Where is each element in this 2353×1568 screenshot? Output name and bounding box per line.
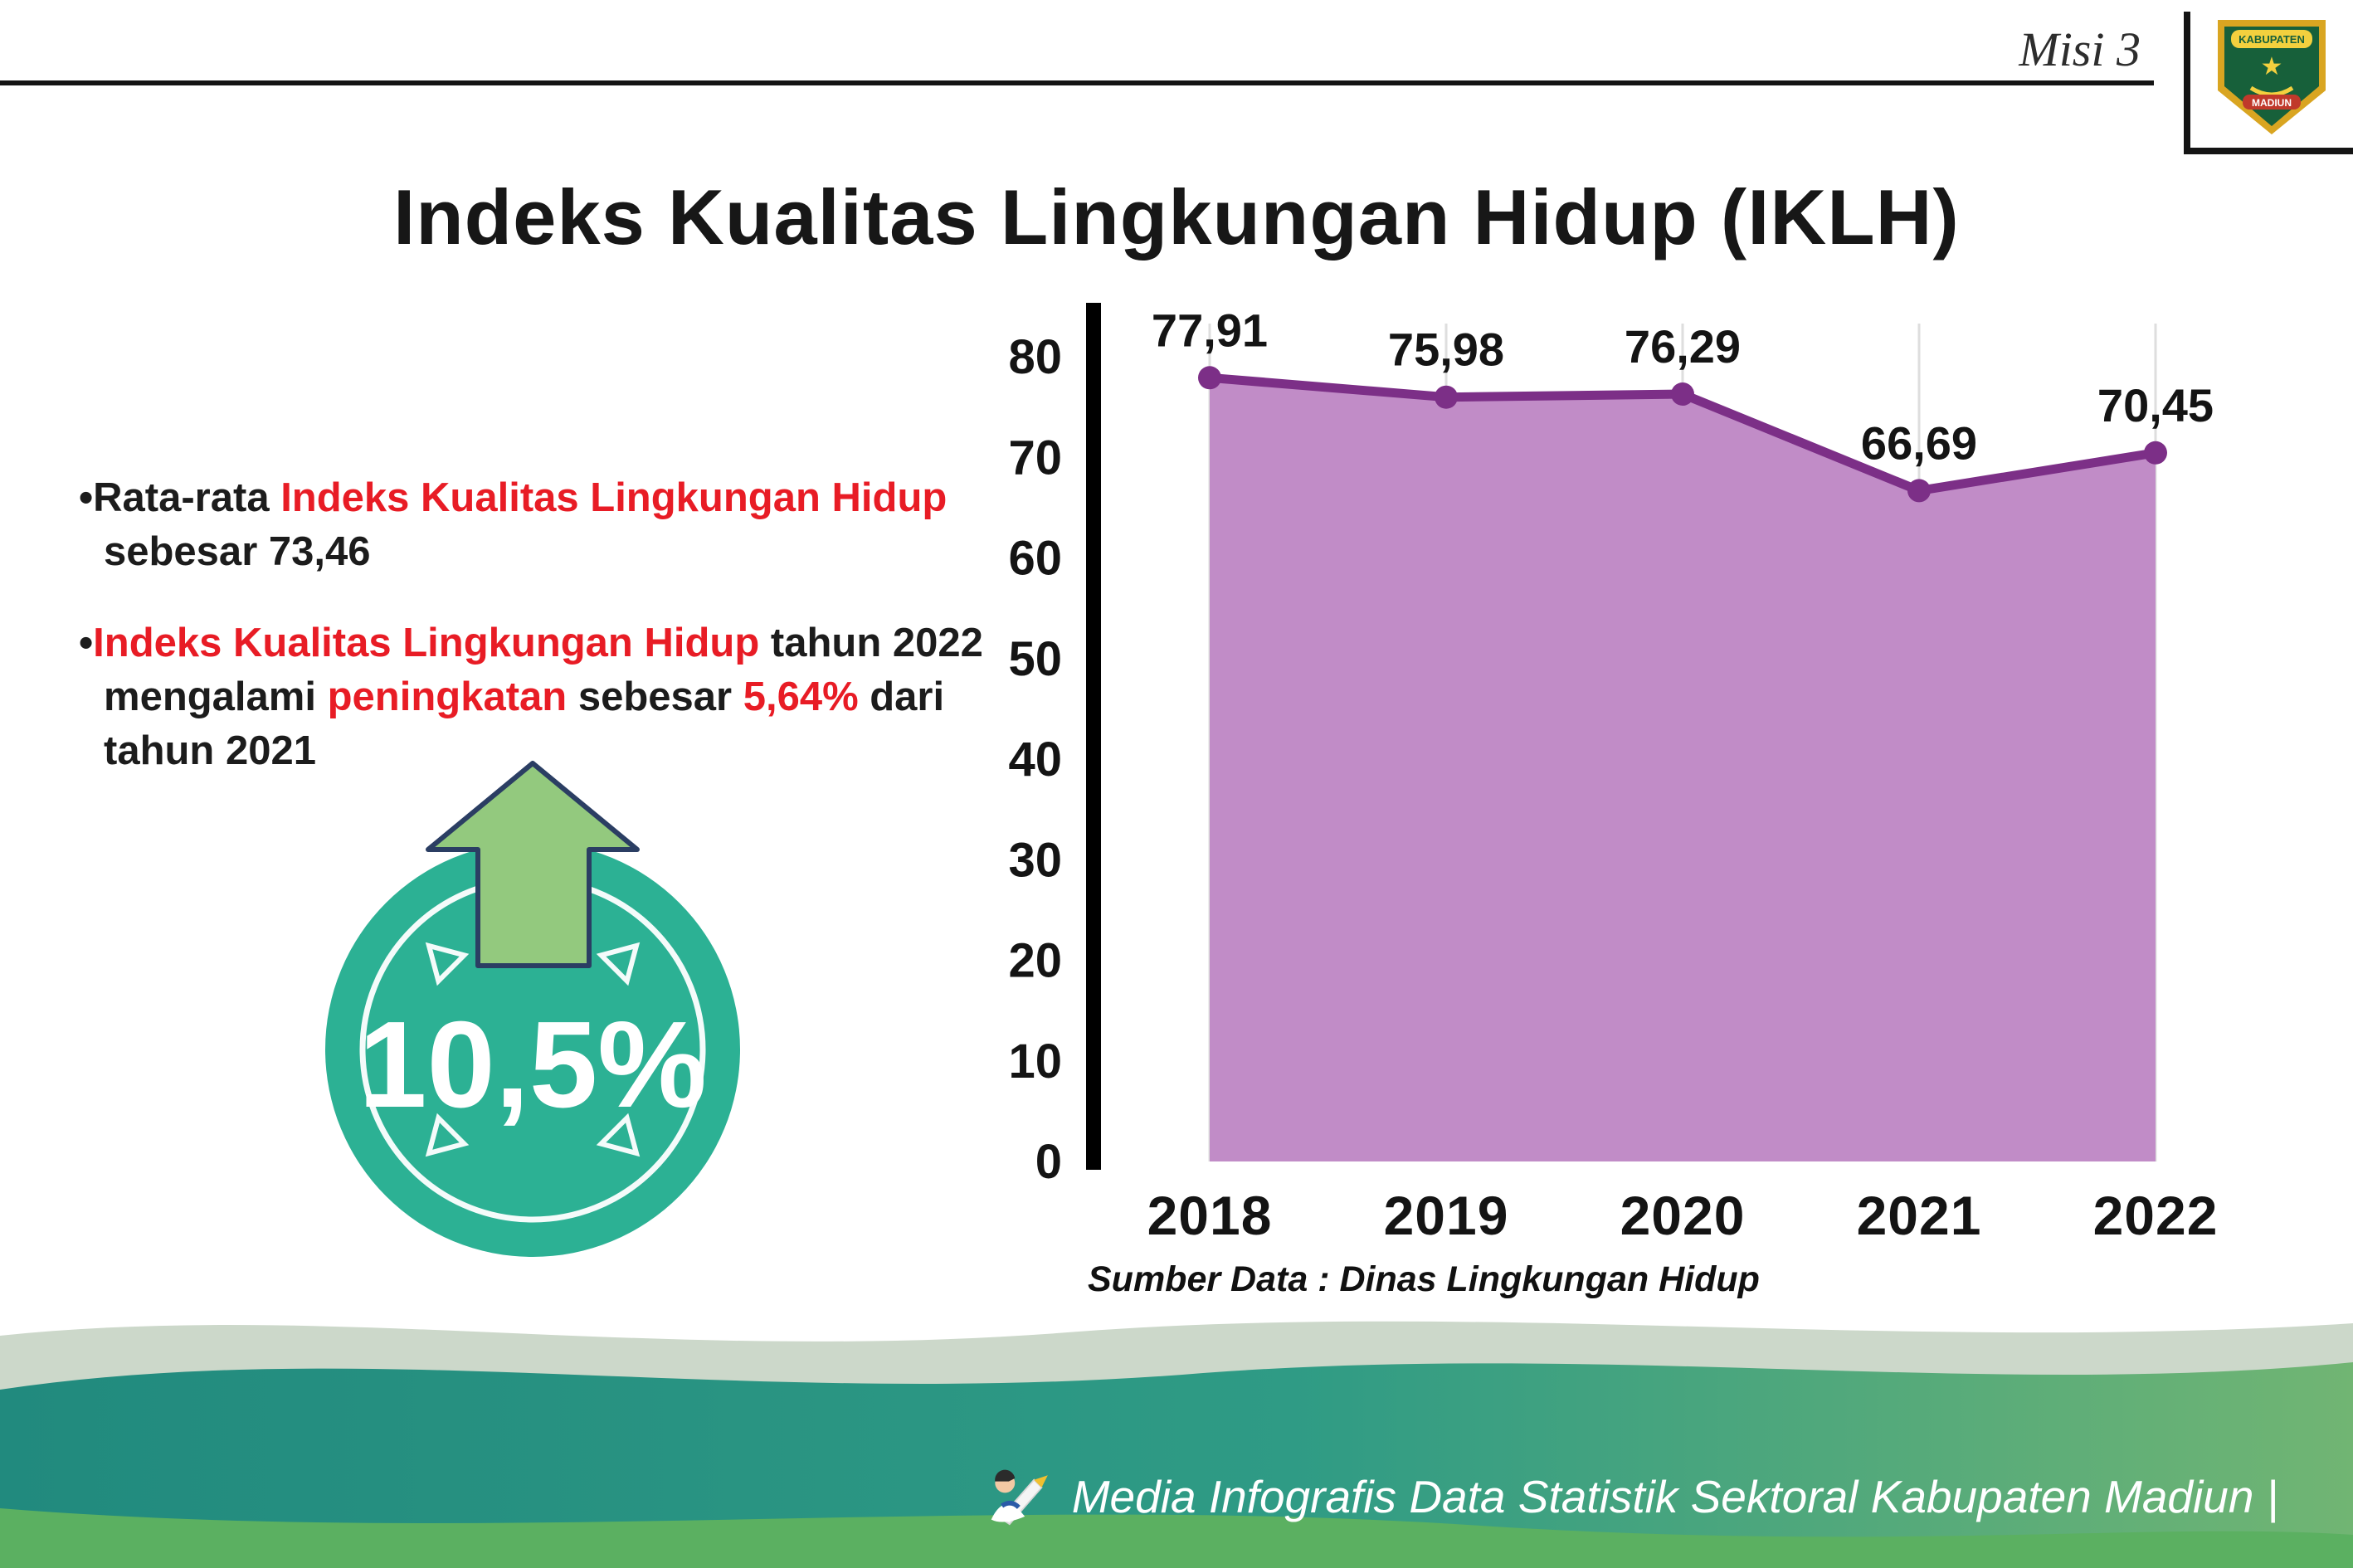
y-tick-label: 60 bbox=[1008, 532, 1062, 586]
bullet2-seg6: dari tahun 2021 bbox=[104, 674, 945, 773]
bullet1-seg1: Rata-rata bbox=[93, 475, 281, 520]
footer-credit: Media Infografis Data Statistik Sektoral… bbox=[979, 1458, 2278, 1535]
x-axis-label: 2020 bbox=[1620, 1185, 1746, 1246]
y-tick-label: 10 bbox=[1008, 1035, 1062, 1088]
data-point bbox=[1198, 366, 1221, 390]
logo-banner-top bbox=[2231, 30, 2312, 48]
data-point bbox=[1435, 385, 1458, 409]
wave-main bbox=[0, 1362, 2353, 1568]
growth-percentage: 10,5% bbox=[358, 996, 707, 1133]
bullet2-seg2: tahun 2022 mengalami bbox=[104, 621, 983, 720]
data-label: 77,91 bbox=[1152, 304, 1268, 356]
data-point bbox=[2144, 441, 2167, 465]
y-tick-label: 80 bbox=[1008, 330, 1062, 384]
bullet2-seg4: sebesar bbox=[567, 674, 743, 720]
logo-frame: KABUPATEN ★ MADIUN bbox=[2184, 12, 2353, 154]
page-title: Indeks Kualitas Lingkungan Hidup (IKLH) bbox=[393, 173, 1960, 261]
footer-text: Media Infografis Data Statistik Sektoral… bbox=[1071, 1471, 2278, 1522]
x-axis-label: 2021 bbox=[1857, 1185, 1982, 1246]
misi-label: Misi 3 bbox=[2019, 22, 2141, 76]
data-label: 66,69 bbox=[1861, 416, 1977, 469]
y-axis-bar bbox=[1086, 303, 1101, 1170]
kabupaten-madiun-logo: KABUPATEN ★ MADIUN bbox=[2218, 20, 2326, 134]
logo-top-text: KABUPATEN bbox=[2239, 33, 2305, 46]
data-label: 76,29 bbox=[1625, 320, 1741, 373]
up-arrow-icon bbox=[426, 761, 640, 968]
data-label: 75,98 bbox=[1388, 324, 1504, 376]
y-tick-label: 20 bbox=[1008, 934, 1062, 988]
logo-ribbon bbox=[2243, 95, 2301, 110]
logo-bottom-text: MADIUN bbox=[2252, 97, 2292, 109]
x-axis-label: 2022 bbox=[2093, 1185, 2219, 1246]
data-label: 70,45 bbox=[2097, 379, 2214, 431]
wave-bottom-green bbox=[0, 1508, 2353, 1568]
bullet1-seg2-highlight: Indeks Kualitas Lingkungan Hidup bbox=[280, 475, 948, 520]
y-tick-label: 50 bbox=[1008, 632, 1062, 686]
iklh-area-chart: 0 10 20 30 40 50 60 70 80 77,91 75,98 76,29 66,69 70,… bbox=[1008, 303, 2219, 1246]
bullet-list: •Rata-rata Indeks Kualitas Lingkungan Hi… bbox=[79, 471, 1050, 816]
y-tick-label: 30 bbox=[1008, 833, 1062, 887]
x-axis-label: 2018 bbox=[1147, 1185, 1273, 1246]
header-divider bbox=[0, 80, 2154, 85]
source-note: Sumber Data : Dinas Lingkungan Hidup bbox=[1088, 1259, 1760, 1299]
area-fill bbox=[1210, 377, 2156, 1161]
bullet-increase-2022: •Indeks Kualitas Lingkungan Hidup tahun … bbox=[79, 616, 1050, 777]
data-point bbox=[1907, 479, 1931, 503]
bullet1-seg3: sebesar 73,46 bbox=[104, 528, 371, 574]
data-point bbox=[1671, 382, 1694, 406]
bullet-average-iklh: •Rata-rata Indeks Kualitas Lingkungan Hi… bbox=[79, 471, 1050, 578]
footer-waves bbox=[0, 1321, 2353, 1568]
bullet2-seg1-highlight: Indeks Kualitas Lingkungan Hidup bbox=[93, 621, 760, 666]
logo-star-icon: ★ bbox=[2261, 53, 2283, 80]
y-tick-label: 70 bbox=[1008, 431, 1062, 485]
x-axis-label: 2019 bbox=[1384, 1185, 1509, 1246]
bullet-marker: • bbox=[79, 621, 94, 666]
bullet2-seg5-highlight: 5,64% bbox=[743, 674, 859, 720]
ring-tick-triangles bbox=[425, 942, 641, 1157]
y-tick-label: 40 bbox=[1008, 733, 1062, 786]
mascot-writer-icon bbox=[991, 1469, 1048, 1526]
bullet2-seg3-highlight: peningkatan bbox=[327, 674, 568, 720]
y-tick-label: 0 bbox=[1035, 1135, 1062, 1189]
bullet-marker: • bbox=[79, 475, 94, 520]
